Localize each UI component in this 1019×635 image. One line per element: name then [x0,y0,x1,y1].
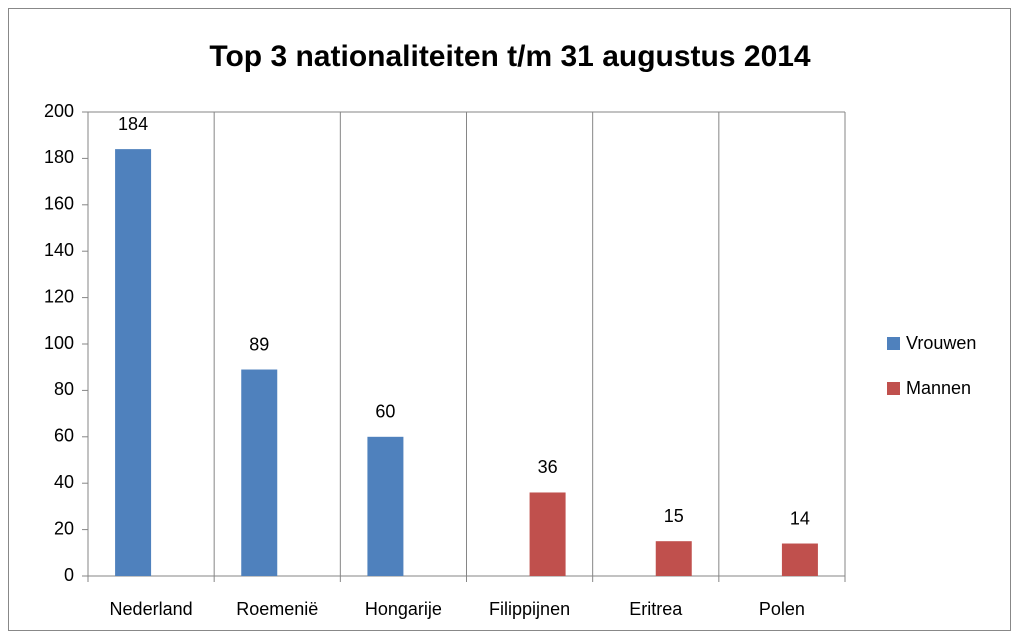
y-tick-label: 180 [44,147,74,167]
data-label: 89 [249,334,269,354]
x-tick-label: Filippijnen [489,599,570,619]
data-label: 60 [375,402,395,422]
bar [529,492,566,576]
x-tick-label: Eritrea [629,599,683,619]
legend-swatch [887,382,900,395]
bar [781,543,818,576]
data-label: 15 [664,506,684,526]
bar [655,541,692,576]
legend-label: Vrouwen [906,333,976,353]
x-tick-label: Polen [759,599,805,619]
y-tick-label: 60 [54,426,74,446]
y-tick-label: 140 [44,240,74,260]
data-label: 14 [790,508,810,528]
y-tick-label: 80 [54,379,74,399]
x-tick-label: Hongarije [365,599,442,619]
y-tick-label: 120 [44,286,74,306]
chart-border [8,8,1011,631]
bar [115,149,152,576]
y-tick-label: 20 [54,518,74,538]
y-tick-label: 200 [44,101,74,121]
data-label: 36 [538,457,558,477]
y-tick-label: 100 [44,333,74,353]
x-tick-label: Nederland [110,599,193,619]
bar [367,436,404,576]
y-tick-label: 40 [54,472,74,492]
legend-label: Mannen [906,378,971,398]
bar [241,369,278,576]
legend-swatch [887,337,900,350]
y-tick-label: 160 [44,194,74,214]
chart-title: Top 3 nationaliteiten t/m 31 augustus 20… [209,40,811,73]
data-label: 184 [118,114,148,134]
x-tick-label: Roemenië [236,599,318,619]
y-tick-label: 0 [64,565,74,585]
